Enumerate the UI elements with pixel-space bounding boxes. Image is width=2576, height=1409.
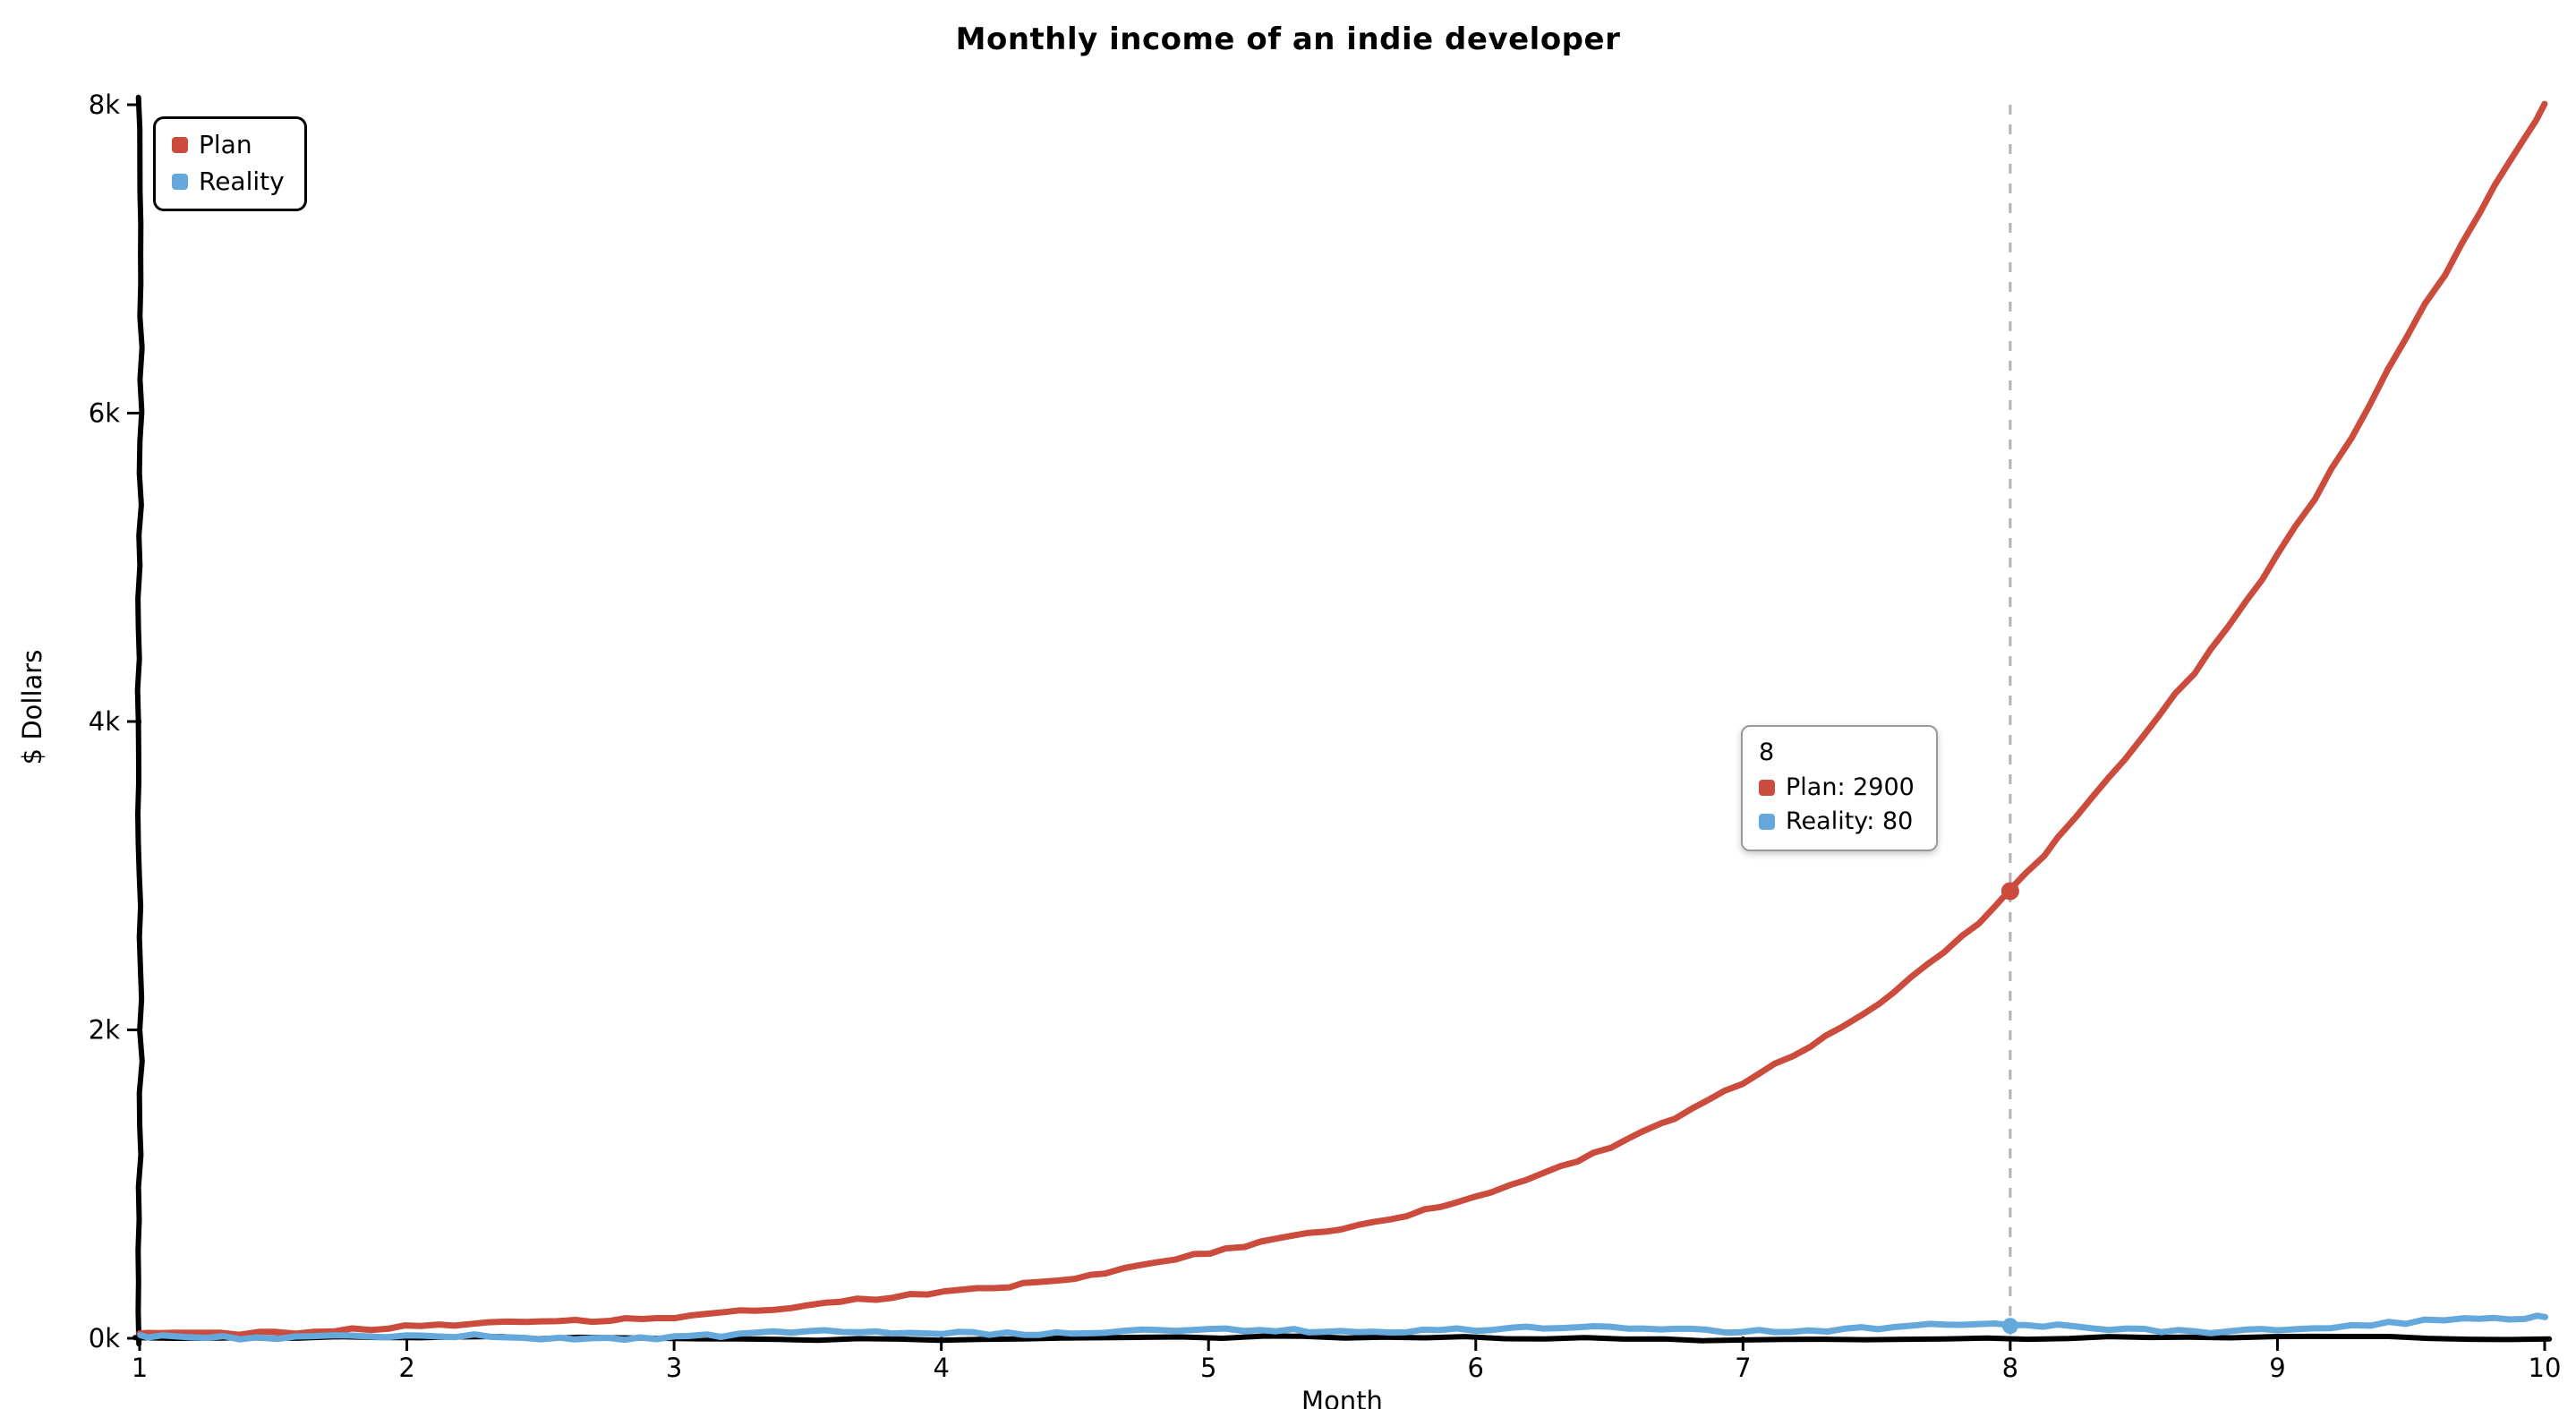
- plan-point: [2000, 882, 2019, 901]
- x-tick-label: 7: [1735, 1353, 1751, 1383]
- reality-point: [2001, 1318, 2018, 1335]
- x-tick-label: 5: [1200, 1353, 1216, 1383]
- y-tick-label: 0k: [89, 1323, 120, 1353]
- tooltip-x-value: 8: [1759, 739, 1775, 766]
- x-tick-label: 2: [398, 1353, 414, 1383]
- x-tick-label: 6: [1468, 1353, 1484, 1383]
- y-tick-label: 6k: [89, 398, 120, 429]
- reality-line: [137, 1312, 2549, 1344]
- x-tick-label: 1: [132, 1353, 148, 1383]
- reality-swatch-icon: [1759, 814, 1775, 831]
- tooltip-plan-value: Plan: 2900: [1786, 773, 1915, 801]
- legend: Plan Reality: [153, 116, 307, 211]
- chart-title: Monthly income of an indie developer: [955, 21, 1621, 57]
- tooltip-reality-value: Reality: 80: [1786, 807, 1914, 836]
- legend-label-plan: Plan: [199, 130, 252, 159]
- plan-swatch-icon: [1759, 779, 1775, 796]
- legend-item-plan: Plan: [172, 130, 285, 159]
- legend-label-reality: Reality: [199, 166, 285, 196]
- x-tick-label: 9: [2269, 1353, 2285, 1383]
- legend-item-reality: Reality: [172, 166, 285, 196]
- tooltip-row-plan: Plan: 2900: [1759, 773, 1915, 801]
- y-axis-label: $ Dollars: [17, 649, 47, 765]
- x-tick-label: 3: [666, 1353, 682, 1383]
- x-axis-label: Month: [1301, 1386, 1383, 1409]
- x-tick-label: 8: [2002, 1353, 2018, 1383]
- tooltip-row-reality: Reality: 80: [1759, 808, 1915, 835]
- tooltip: 8 Plan: 2900 Reality: 80: [1741, 725, 1938, 852]
- x-tick-label: 10: [2529, 1353, 2562, 1383]
- plan-swatch-icon: [172, 137, 188, 154]
- plan-line: [136, 100, 2548, 1338]
- y-tick-label: 4k: [89, 706, 120, 737]
- x-tick-label: 4: [933, 1353, 949, 1383]
- y-tick-label: 2k: [89, 1015, 120, 1046]
- reality-swatch-icon: [172, 174, 188, 191]
- y-tick-label: 8k: [89, 90, 120, 120]
